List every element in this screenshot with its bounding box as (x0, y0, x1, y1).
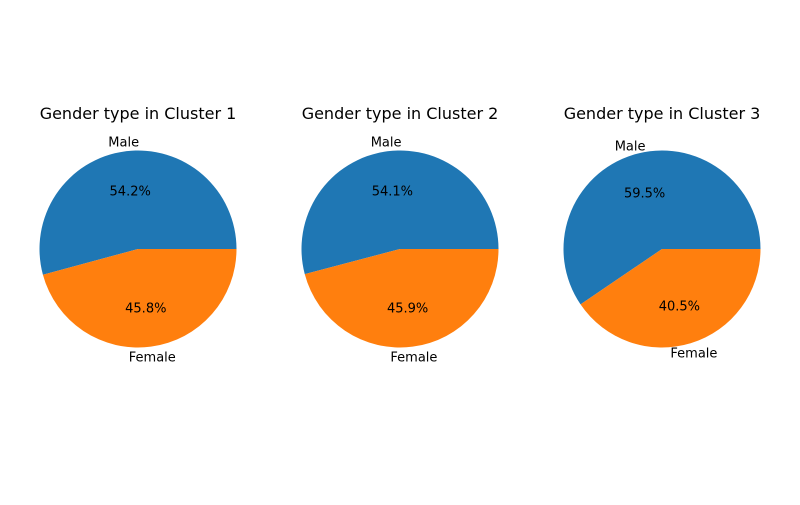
pie-chart-3: Gender type in Cluster 3 Male Female 59.… (563, 104, 761, 362)
slice-label-female: Female (129, 350, 176, 365)
slice-percent-male: 59.5% (624, 187, 665, 202)
slice-label-female: Female (670, 347, 717, 362)
pie-slice-female (580, 249, 761, 348)
slice-label-male: Male (371, 136, 402, 151)
pie-slice-male (301, 150, 499, 275)
slice-percent-male: 54.1% (372, 184, 413, 199)
slice-label-male: Male (108, 136, 139, 151)
chart-title: Gender type in Cluster 2 (302, 104, 499, 123)
slice-percent-female: 45.8% (125, 302, 166, 317)
pie-slice-male (563, 150, 761, 305)
chart-title: Gender type in Cluster 3 (564, 104, 761, 123)
pie-chart-2: Gender type in Cluster 2 Male Female 54.… (301, 104, 499, 366)
slices (301, 150, 499, 348)
pie-slice-female (42, 249, 237, 348)
slice-label-male: Male (615, 139, 646, 154)
slices (39, 150, 237, 348)
slice-percent-male: 54.2% (110, 184, 151, 199)
slice-percent-female: 45.9% (387, 302, 428, 317)
pie-slice-male (39, 150, 237, 275)
pie-chart-1: Gender type in Cluster 1 Male Female 54.… (39, 104, 237, 365)
pie-slice-female (304, 249, 499, 348)
slice-label-female: Female (390, 351, 437, 366)
slices (563, 150, 761, 348)
chart-title: Gender type in Cluster 1 (40, 104, 237, 123)
slice-percent-female: 40.5% (659, 300, 700, 315)
